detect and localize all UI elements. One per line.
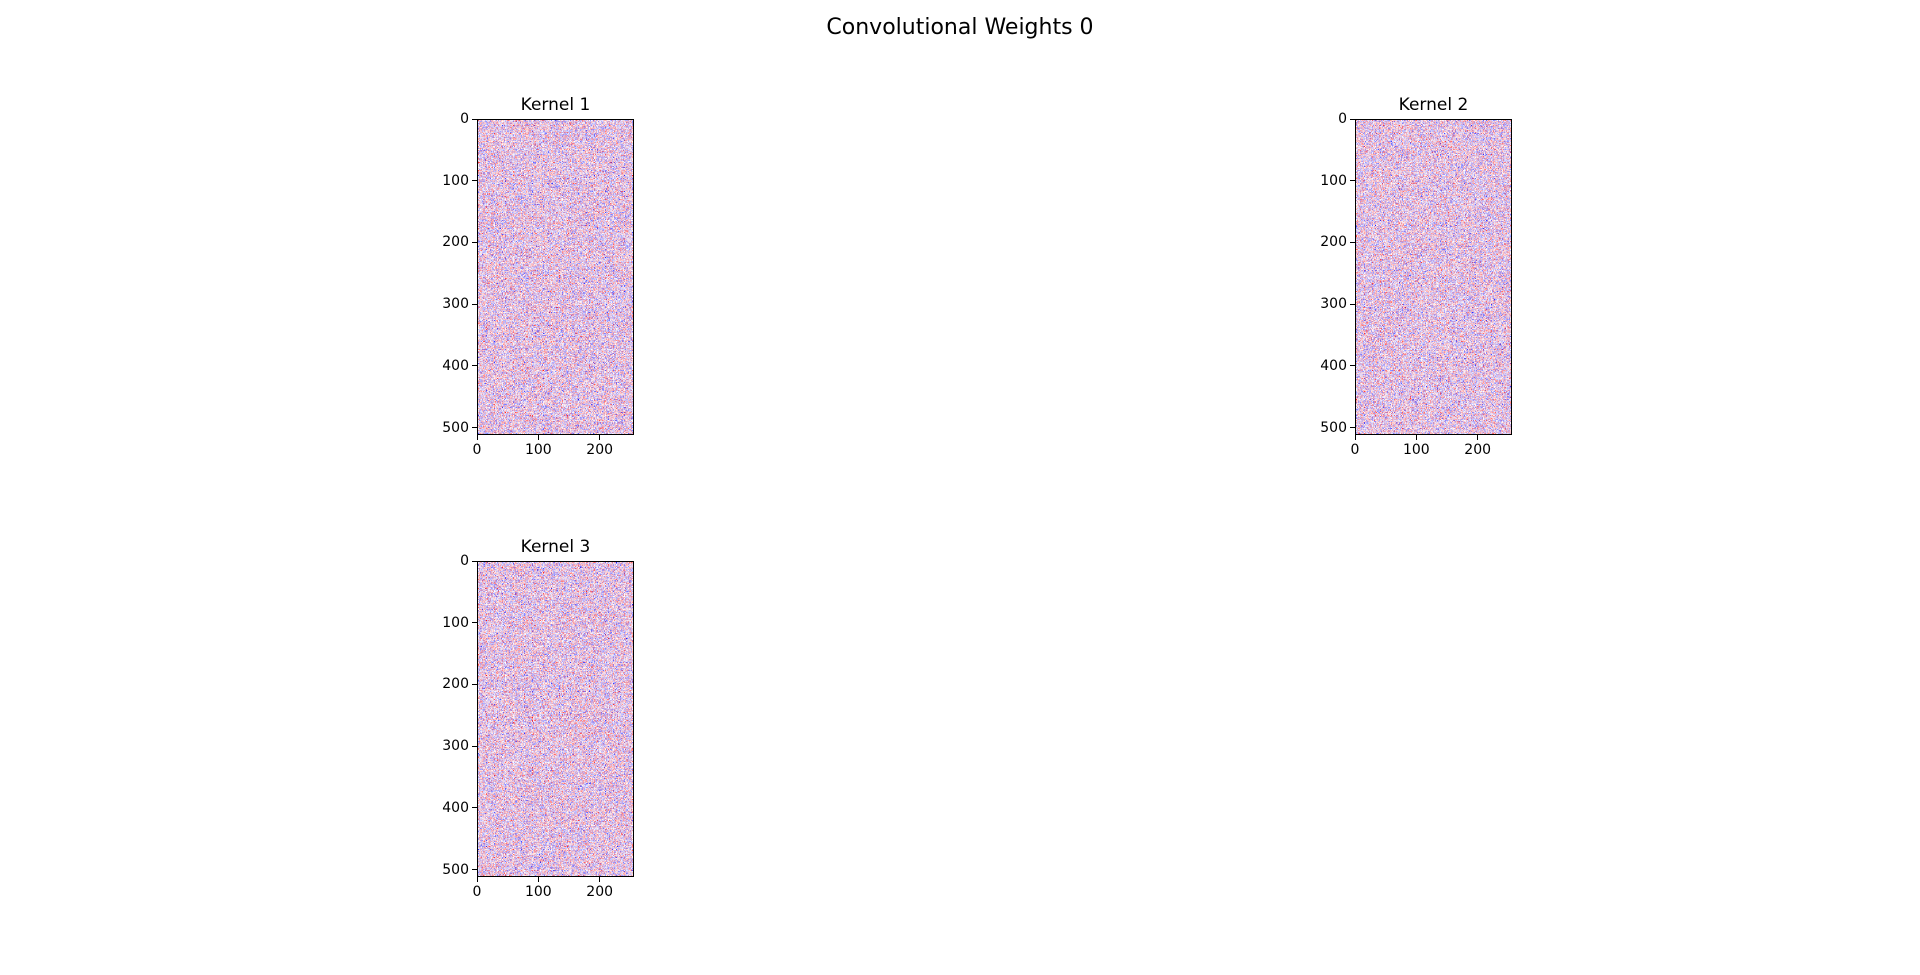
kernel-3-ytick-mark <box>472 869 477 871</box>
kernel-2-ytick-mark <box>1350 303 1355 305</box>
kernel-3-xtick-mark <box>537 877 539 882</box>
kernel-2-heatmap <box>1355 119 1512 435</box>
kernel-3-ytick-label: 300 <box>442 738 469 755</box>
kernel-1-ytick-mark <box>472 118 477 120</box>
kernel-1-xtick-mark <box>537 435 539 440</box>
kernel-3-ytick-label: 400 <box>442 799 469 816</box>
kernel-2-xtick-label: 200 <box>1464 442 1492 458</box>
kernel-2-xtick-mark <box>1415 435 1417 440</box>
kernel-1-ytick-label: 0 <box>460 111 469 127</box>
kernel-1-xtick-mark <box>476 435 478 440</box>
kernel-1-heatmap <box>477 119 634 435</box>
kernel-2-ytick-mark <box>1350 180 1355 182</box>
kernel-1-ytick-label: 200 <box>442 234 469 251</box>
kernel-3-ytick-mark <box>472 622 477 624</box>
kernel-2-xtick-label: 0 <box>1350 442 1360 458</box>
kernel-1-title: Kernel 1 <box>520 95 591 115</box>
kernel-1-ytick-mark <box>472 241 477 243</box>
kernel-3-ytick-label: 0 <box>460 553 469 569</box>
kernel-1-ytick-mark <box>472 303 477 305</box>
kernel-3-ytick-mark <box>472 807 477 809</box>
kernel-2-ytick-label: 200 <box>1320 234 1347 251</box>
kernel-1-ytick-label: 400 <box>442 357 469 374</box>
kernel-2-xtick-mark <box>1354 435 1356 440</box>
kernel-3-xtick-label: 0 <box>472 884 482 900</box>
kernel-3-ytick-mark <box>472 745 477 747</box>
kernel-1-xtick-mark <box>599 435 601 440</box>
kernel-1-ytick-label: 100 <box>442 172 469 189</box>
kernel-3-ytick-mark <box>472 683 477 685</box>
kernel-3-ytick-mark <box>472 560 477 562</box>
kernel-1-xtick-label: 200 <box>586 442 614 458</box>
kernel-1-ytick-label: 300 <box>442 296 469 313</box>
kernel-2-ytick-label: 400 <box>1320 357 1347 374</box>
kernel-1-xtick-label: 100 <box>524 442 552 458</box>
kernel-3-heatmap <box>477 561 634 877</box>
kernel-3-title: Kernel 3 <box>520 537 591 557</box>
kernel-2-ytick-label: 100 <box>1320 172 1347 189</box>
kernel-3-ytick-label: 500 <box>442 861 469 878</box>
kernel-3-ytick-label: 200 <box>442 676 469 693</box>
kernel-2-title: Kernel 2 <box>1398 95 1469 115</box>
kernel-3-xtick-mark <box>599 877 601 882</box>
kernel-2-ytick-mark <box>1350 365 1355 367</box>
kernel-1-ytick-mark <box>472 427 477 429</box>
kernel-3-xtick-label: 100 <box>524 884 552 900</box>
kernel-2-ytick-mark <box>1350 427 1355 429</box>
kernel-2-ytick-label: 300 <box>1320 296 1347 313</box>
kernel-3-xtick-mark <box>476 877 478 882</box>
kernel-1-ytick-label: 500 <box>442 419 469 436</box>
kernel-2-xtick-label: 100 <box>1402 442 1430 458</box>
kernel-3-xtick-label: 200 <box>586 884 614 900</box>
kernel-2-ytick-label: 500 <box>1320 419 1347 436</box>
kernel-3-ytick-label: 100 <box>442 614 469 631</box>
kernel-2-xtick-mark <box>1477 435 1479 440</box>
kernel-2-ytick-mark <box>1350 241 1355 243</box>
kernel-2-ytick-mark <box>1350 118 1355 120</box>
kernel-1-xtick-label: 0 <box>472 442 482 458</box>
kernel-2-ytick-label: 0 <box>1338 111 1347 127</box>
figure-title: Convolutional Weights 0 <box>826 15 1094 40</box>
kernel-1-ytick-mark <box>472 180 477 182</box>
kernel-1-ytick-mark <box>472 365 477 367</box>
